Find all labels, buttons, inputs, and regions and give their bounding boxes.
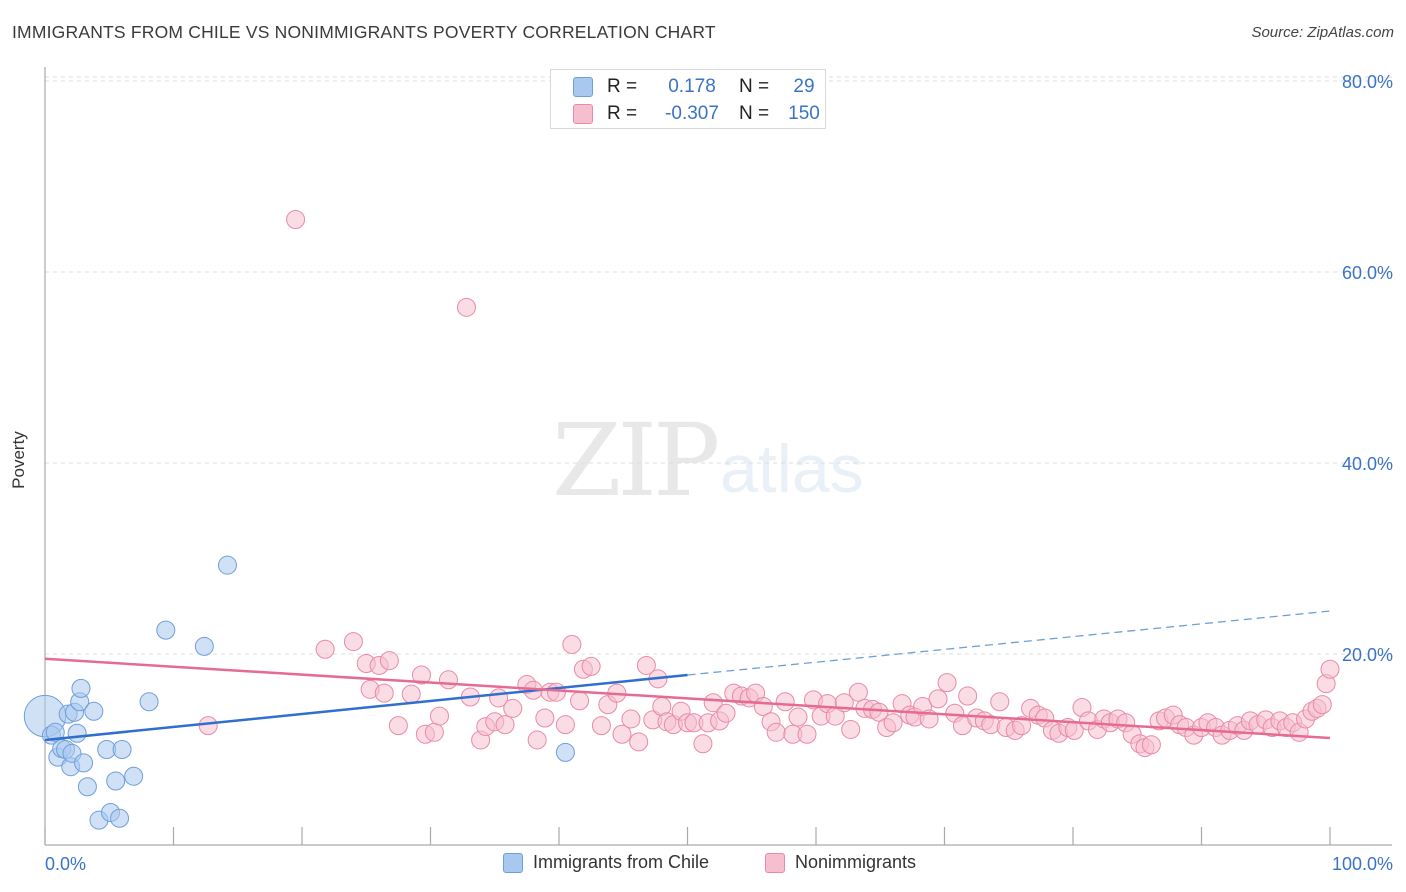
- legend-label-nonimmigrants: Nonimmigrants: [795, 852, 917, 872]
- chile-point: [84, 701, 104, 721]
- nonimmigrant-point: [388, 716, 408, 736]
- nonimmigrant-point: [379, 651, 399, 671]
- chile-trend-line: [44, 673, 688, 742]
- nonimmigrant-point: [286, 209, 306, 229]
- legend-swatch-chile: [503, 852, 523, 873]
- y-tick-label: 40.0%: [1342, 454, 1393, 474]
- nonimmigrant-point: [612, 724, 632, 744]
- nonimmigrant-point: [636, 655, 656, 675]
- nonimmigrant-point: [535, 708, 555, 728]
- chile-point: [74, 753, 94, 773]
- chile-point: [77, 777, 97, 797]
- nonimmigrant-point: [429, 706, 449, 726]
- nonimmigrant-point: [928, 689, 948, 709]
- nonimmigrant-point: [797, 724, 817, 744]
- nonimmigrant-point: [716, 703, 736, 723]
- r-value: -0.307: [665, 103, 719, 124]
- nonimmigrant-point: [766, 722, 786, 742]
- nonimmigrant-point: [198, 716, 218, 736]
- nonimmigrant-point: [1312, 695, 1332, 715]
- chile-trend-extension: [687, 610, 1331, 676]
- chile-point: [124, 766, 144, 786]
- chile-point: [110, 808, 130, 828]
- stats-row-nonimmigrants: R = -0.307 N = 150: [573, 101, 833, 127]
- nonimmigrant-point: [562, 634, 582, 654]
- stats-box: R = 0.178 N = 29 R = -0.307 N = 150: [550, 69, 826, 129]
- nonimmigrant-point: [788, 707, 808, 727]
- r-value: 0.178: [668, 76, 716, 97]
- chile-point: [156, 620, 176, 640]
- chart-title: IMMIGRANTS FROM CHILE VS NONIMMIGRANTS P…: [12, 22, 716, 42]
- r-label: R =: [607, 103, 638, 124]
- legend-swatch-nonimmigrants: [765, 852, 785, 873]
- nonimmigrant-trend-line: [44, 657, 1331, 740]
- chile-point: [106, 771, 126, 791]
- chile-point: [112, 740, 132, 759]
- n-label: N =: [739, 103, 770, 124]
- chile-point: [71, 678, 91, 698]
- nonimmigrant-point: [503, 698, 523, 718]
- nonimmigrant-point: [848, 682, 868, 702]
- chile-point: [555, 742, 575, 762]
- y-axis-label: Poverty: [8, 431, 28, 489]
- y-tick-label: 60.0%: [1342, 263, 1393, 283]
- r-label: R =: [607, 76, 638, 97]
- nonimmigrant-point: [315, 639, 335, 659]
- x-tick-label-min: 0.0%: [45, 854, 86, 874]
- chile-point: [217, 555, 237, 575]
- nonimmigrant-point: [1012, 716, 1032, 736]
- chile-swatch: [573, 77, 593, 97]
- x-tick-label-max: 100.0%: [1332, 854, 1393, 874]
- nonimmigrant-point: [591, 716, 611, 736]
- n-value: 150: [788, 103, 820, 124]
- nonimmigrant-point: [775, 692, 795, 712]
- n-value: 29: [793, 76, 815, 97]
- nonimmigrant-point: [869, 702, 889, 722]
- y-axis-label-wrap: Poverty: [8, 430, 48, 490]
- legend-item-nonimmigrants[interactable]: Nonimmigrants: [765, 852, 916, 873]
- nonimmigrant-point: [570, 691, 590, 711]
- nonimmigrant-point: [1141, 735, 1161, 755]
- nonimmigrant-point: [841, 719, 861, 739]
- legend-item-chile[interactable]: Immigrants from Chile: [503, 852, 709, 873]
- nonimmigrant-point: [412, 665, 432, 685]
- nonimmigrant-point: [401, 684, 421, 704]
- nonimmigrant-point: [693, 734, 713, 754]
- nonimmigrant-point: [424, 722, 444, 742]
- nonimmigrant-point: [621, 709, 641, 729]
- nonimmigrant-point: [495, 715, 515, 735]
- nonimmigrant-point: [703, 693, 723, 713]
- nonimmigrant-point: [629, 732, 649, 752]
- nonimmigrant-point: [555, 715, 575, 735]
- nonimmigrant-point: [546, 682, 566, 702]
- nonimmigrant-point: [438, 670, 458, 690]
- nonimmigrant-point: [990, 692, 1010, 712]
- y-tick-label: 80.0%: [1342, 72, 1393, 92]
- nonimmigrant-point: [581, 656, 601, 676]
- chile-point: [45, 722, 65, 742]
- nonimmigrant-point: [883, 713, 903, 733]
- legend: Immigrants from Chile Nonimmigrants: [0, 852, 1406, 878]
- nonimmigrant-point: [527, 730, 547, 750]
- watermark-zip: ZIP: [552, 402, 720, 519]
- nonimmigrant-point: [374, 683, 394, 703]
- nonimmigrant-point: [343, 632, 363, 652]
- nonimmigrant-point: [1320, 659, 1340, 679]
- nonimmigrant-point: [937, 673, 957, 693]
- chile-point: [67, 723, 87, 743]
- chile-point: [194, 636, 214, 656]
- stats-row-chile: R = 0.178 N = 29: [573, 74, 833, 100]
- nonimmigrants-swatch: [573, 104, 593, 124]
- y-tick-label: 20.0%: [1342, 645, 1393, 665]
- chile-point: [139, 692, 159, 712]
- n-label: N =: [739, 76, 770, 97]
- nonimmigrant-point: [456, 297, 476, 317]
- nonimmigrant-point: [958, 686, 978, 706]
- watermark-atlas: atlas: [720, 431, 864, 507]
- source-credit: Source: ZipAtlas.com: [1251, 24, 1394, 41]
- legend-label-chile: Immigrants from Chile: [533, 852, 710, 872]
